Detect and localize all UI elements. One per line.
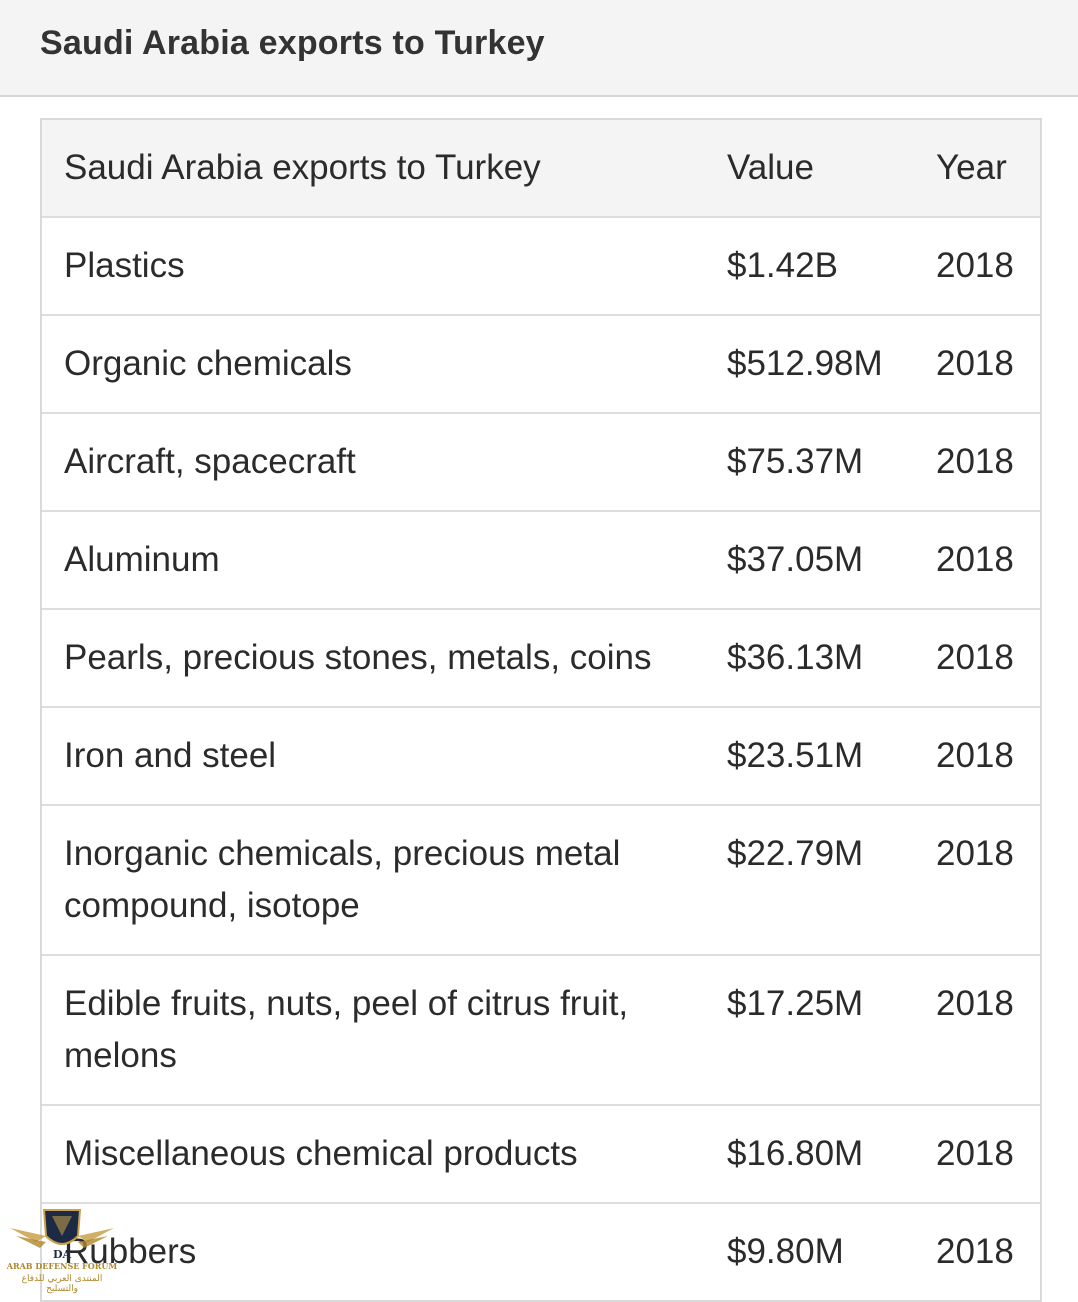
table-row: Pearls, precious stones, metals, coins $3… (42, 609, 1040, 708)
product-cell: Miscellaneous chemical products (42, 1105, 705, 1204)
value-cell: $22.79M (705, 805, 914, 956)
exports-table-container: Saudi Arabia exports to Turkey Value Yea… (40, 118, 1042, 1302)
value-cell: $75.37M (705, 413, 914, 512)
product-cell: Pearls, precious stones, metals, coins (42, 609, 705, 708)
arab-defense-forum-watermark: DA ARAB DEFENSE FORUM المنتدى العربي للد… (6, 1206, 118, 1294)
watermark-forum-name: ARAB DEFENSE FORUM (6, 1261, 118, 1271)
year-cell: 2018 (914, 217, 1040, 316)
year-cell: 2018 (936, 1232, 1014, 1271)
table-header-row: Saudi Arabia exports to Turkey Value Yea… (42, 120, 1040, 218)
product-cell: Aircraft, spacecraft (42, 413, 705, 512)
watermark-logo-letters: DA (52, 1248, 72, 1261)
table-row: Iron and steel $23.51M 2018 (42, 707, 1040, 806)
table-row: Miscellaneous chemical products $16.80M 20… (42, 1105, 1040, 1204)
product-cell: Rubbers (64, 1232, 197, 1271)
year-cell: 2018 (914, 805, 1040, 956)
product-cell: Edible fruits, nuts, peel of citrus frui… (42, 955, 705, 1106)
year-cell: 2018 (914, 315, 1040, 414)
product-cell: Iron and steel (42, 707, 705, 806)
product-cell: Inorganic chemicals, precious metal comp… (42, 805, 705, 956)
watermark-logo-icon (10, 1209, 114, 1248)
watermark-arabic-name: المنتدى العربي للدفاع والتسليح (21, 1274, 103, 1294)
page-header: Saudi Arabia exports to Turkey (0, 0, 1078, 97)
value-cell: $512.98M (705, 315, 914, 414)
product-cell: Plastics (42, 217, 705, 316)
column-header-year: Year (914, 120, 1040, 218)
table-row: Edible fruits, nuts, peel of citrus frui… (42, 955, 1040, 1106)
value-cell: $9.80M (727, 1232, 844, 1271)
year-cell: 2018 (914, 707, 1040, 806)
value-cell: $23.51M (705, 707, 914, 806)
page-title: Saudi Arabia exports to Turkey (40, 24, 545, 62)
table-row: Plastics $1.42B 2018 (42, 217, 1040, 316)
value-cell: $36.13M (705, 609, 914, 708)
year-cell: 2018 (914, 955, 1040, 1106)
table-row: Aluminum $37.05M 2018 (42, 511, 1040, 610)
product-cell: Organic chemicals (42, 315, 705, 414)
exports-table: Saudi Arabia exports to Turkey Value Yea… (42, 120, 1040, 1300)
column-header-product: Saudi Arabia exports to Turkey (42, 120, 705, 218)
table-row: Rubbers $9.80M 2018 (42, 1203, 1040, 1300)
year-cell: 2018 (914, 609, 1040, 708)
table-row: Inorganic chemicals, precious metal comp… (42, 805, 1040, 956)
table-body: Plastics $1.42B 2018 Organic chemicals $512.… (42, 217, 1040, 1300)
value-cell: $16.80M (705, 1105, 914, 1204)
value-cell: $17.25M (705, 955, 914, 1106)
value-cell: $37.05M (705, 511, 914, 610)
column-header-value: Value (705, 120, 914, 218)
year-cell: 2018 (914, 511, 1040, 610)
year-cell: 2018 (914, 1105, 1040, 1204)
year-cell: 2018 (914, 413, 1040, 512)
table-row: Organic chemicals $512.98M 2018 (42, 315, 1040, 414)
value-cell: $1.42B (705, 217, 914, 316)
table-row: Aircraft, spacecraft $75.37M 2018 (42, 413, 1040, 512)
product-cell: Aluminum (42, 511, 705, 610)
